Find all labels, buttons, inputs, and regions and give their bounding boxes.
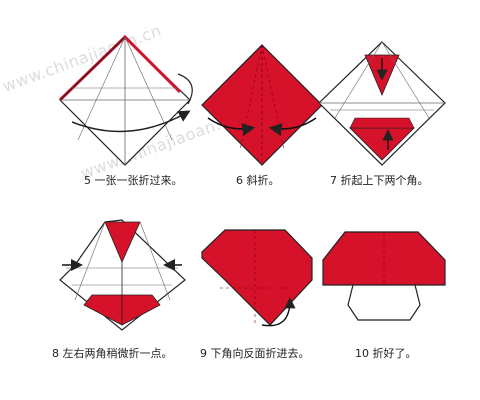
step-5-caption: 5 一张一张折过来。 [84, 174, 183, 187]
step-10-figure [322, 231, 446, 321]
step-8-figure [59, 219, 186, 331]
step-7-figure [318, 41, 446, 166]
step-10-caption: 10 折好了。 [355, 347, 417, 360]
step-8-caption: 8 左右两角稍微折一点。 [52, 347, 173, 360]
step-7-caption: 7 折起上下两个角。 [330, 174, 429, 187]
step-9-caption: 9 下角向反面折进去。 [200, 347, 310, 360]
step-6-caption: 6 斜折。 [236, 174, 280, 187]
step-5-figure [58, 34, 193, 166]
step-6-figure [201, 44, 323, 166]
step-9-figure [201, 229, 313, 327]
